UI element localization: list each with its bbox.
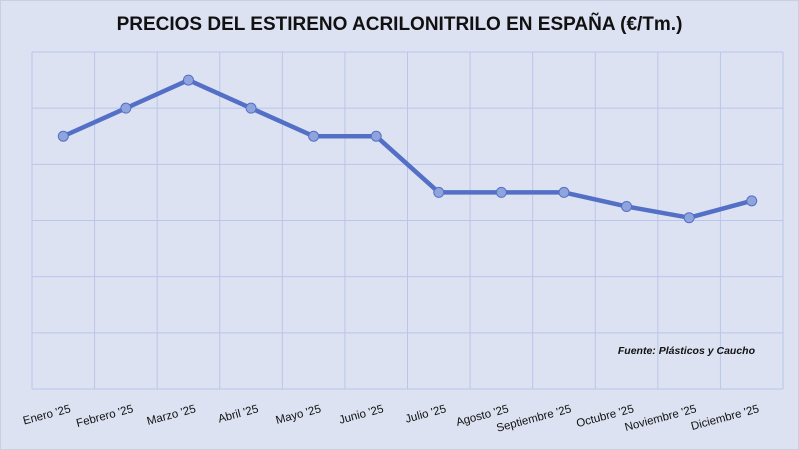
series-line bbox=[62, 77, 753, 220]
x-tick-label: Marzo '25 bbox=[146, 403, 198, 428]
data-point bbox=[57, 130, 69, 142]
x-tick-label: Mayo '25 bbox=[275, 403, 323, 427]
data-point bbox=[245, 102, 257, 114]
data-point bbox=[495, 186, 507, 198]
data-point bbox=[182, 74, 194, 86]
data-point bbox=[558, 186, 570, 198]
data-point bbox=[370, 130, 382, 142]
x-tick-label: Noviembre '25 bbox=[624, 403, 698, 434]
x-tick-label: Diciembre '25 bbox=[690, 403, 761, 433]
x-tick-label: Junio '25 bbox=[338, 403, 385, 426]
source-annotation: Fuente: Plásticos y Caucho bbox=[618, 345, 756, 357]
data-point bbox=[621, 200, 633, 212]
x-tick-label: Abril '25 bbox=[217, 403, 260, 425]
data-point bbox=[433, 186, 445, 198]
data-point bbox=[308, 130, 320, 142]
data-point bbox=[120, 102, 132, 114]
chart-title: PRECIOS DEL ESTIRENO ACRILONITRILO EN ES… bbox=[116, 14, 683, 35]
x-tick-label: Julio '25 bbox=[404, 403, 448, 425]
x-tick-label: Enero '25 bbox=[22, 403, 72, 427]
data-point bbox=[683, 212, 695, 224]
data-point bbox=[746, 195, 758, 207]
x-tick-label: Febrero '25 bbox=[75, 403, 135, 430]
